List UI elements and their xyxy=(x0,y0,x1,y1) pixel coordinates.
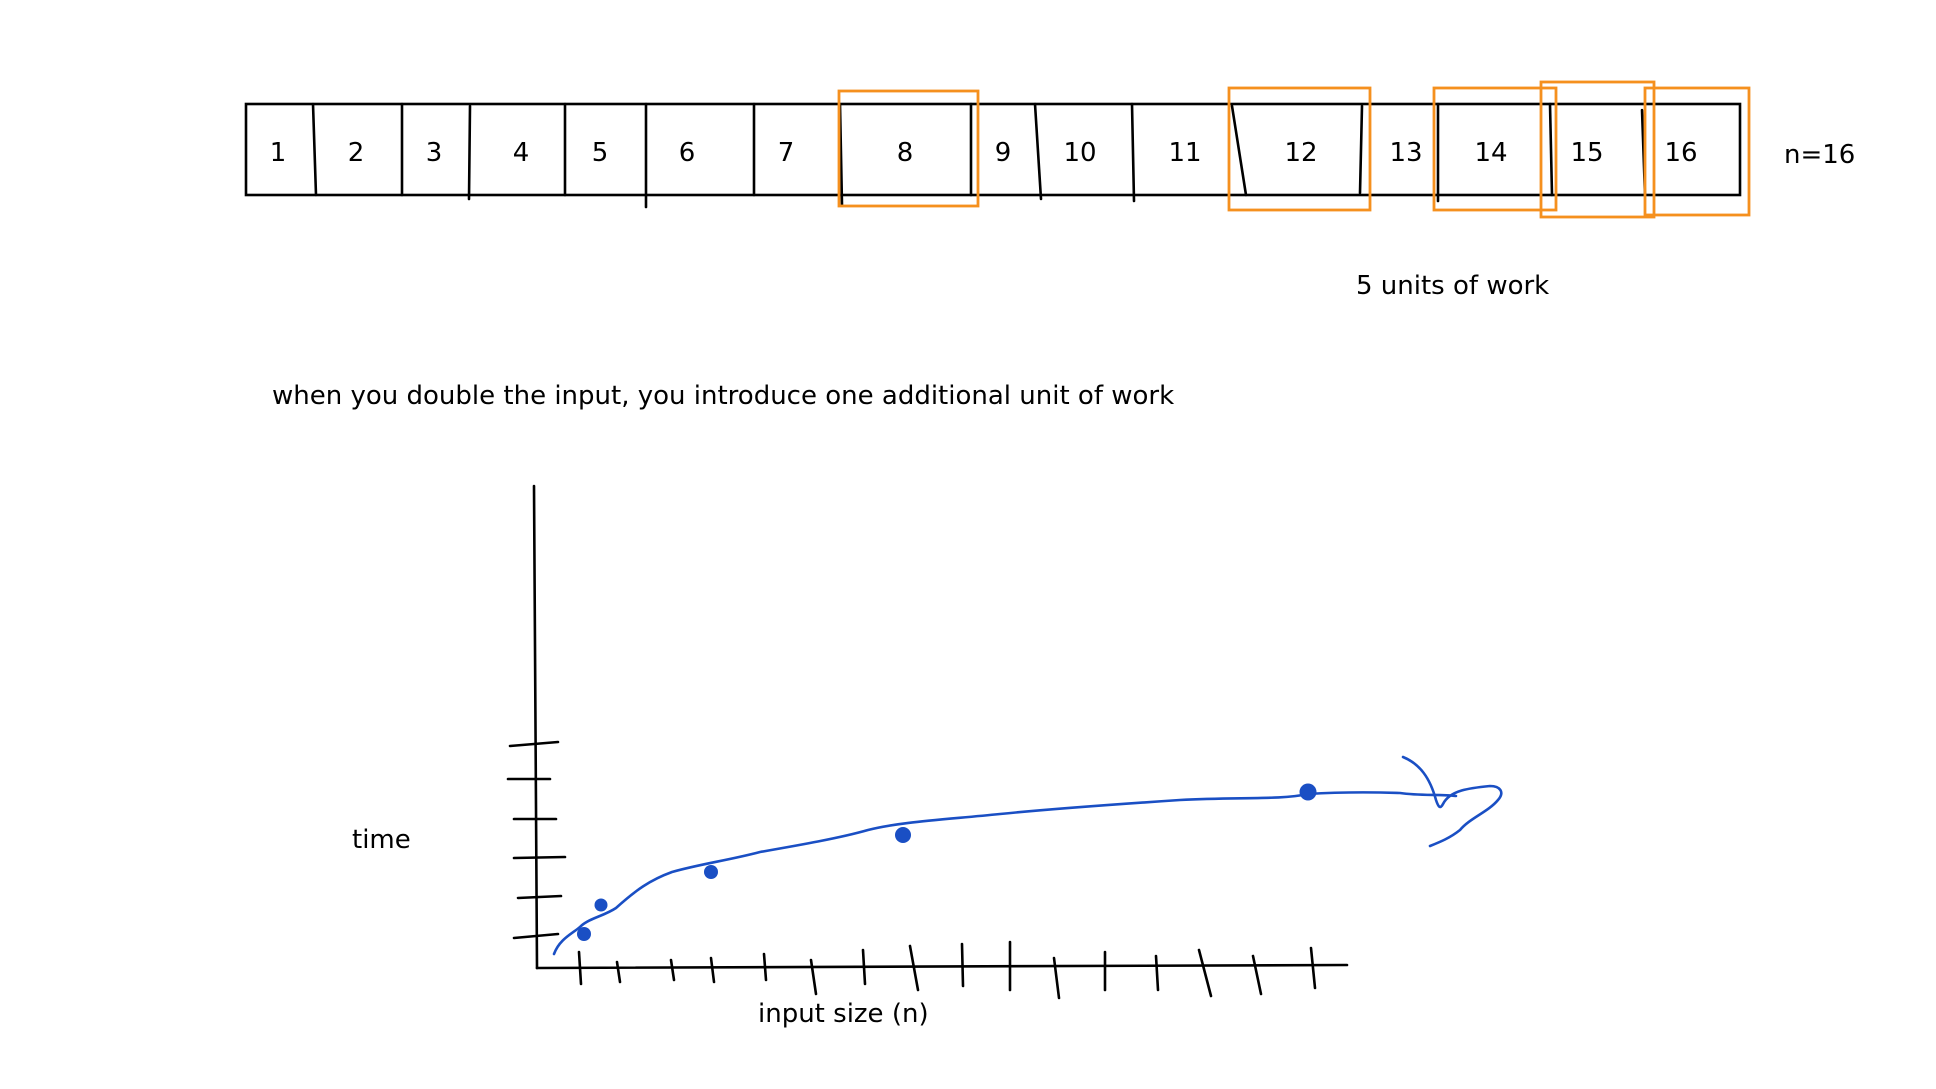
cell-label: 13 xyxy=(1389,138,1422,168)
highlight-box-cell-8 xyxy=(837,89,980,208)
x-tick xyxy=(908,944,920,992)
y-axis-label: time xyxy=(352,825,411,855)
y-tick xyxy=(512,855,567,860)
cell-label: 2 xyxy=(348,138,365,168)
cell-divider xyxy=(1130,102,1136,203)
x-axis xyxy=(535,963,1349,970)
cell-divider xyxy=(467,104,472,201)
cell-label: 12 xyxy=(1284,138,1317,168)
highlight-box-cell-12 xyxy=(1227,86,1372,212)
cell-label: 9 xyxy=(995,138,1012,168)
curve-arrowhead xyxy=(1401,755,1503,848)
x-tick xyxy=(1251,954,1263,996)
x-tick xyxy=(1197,948,1213,998)
x-axis-label: input size (n) xyxy=(758,999,929,1029)
cell-label: 15 xyxy=(1570,138,1603,168)
growth-curve xyxy=(552,791,1458,956)
data-point xyxy=(594,898,608,912)
growth-graph: time input size (n) xyxy=(352,484,1503,1029)
cell-label: 7 xyxy=(778,138,795,168)
x-tick xyxy=(1154,954,1160,992)
x-tick xyxy=(809,958,818,996)
cell-divider xyxy=(1230,104,1248,197)
data-point xyxy=(577,927,591,941)
data-point xyxy=(895,827,911,843)
highlight-box-cell-16 xyxy=(1643,86,1751,217)
y-tick xyxy=(508,740,560,748)
cell-divider xyxy=(1548,102,1554,197)
data-point xyxy=(1299,783,1317,801)
work-count-label: 5 units of work xyxy=(1356,271,1549,301)
array-size-label: n=16 xyxy=(1784,140,1855,170)
cell-label: 5 xyxy=(592,138,609,168)
y-tick xyxy=(512,932,560,940)
x-tick xyxy=(669,958,676,982)
cell-divider xyxy=(1358,104,1364,195)
x-tick xyxy=(861,948,867,986)
cell-label: 6 xyxy=(679,138,696,168)
x-tick xyxy=(577,950,583,986)
explanation-text: when you double the input, you introduce… xyxy=(272,381,1174,411)
array-strip: 1 2 3 4 5 6 7 8 9 10 11 12 13 14 15 16 xyxy=(244,102,1742,209)
cell-label: 1 xyxy=(270,138,287,168)
cell-label: 10 xyxy=(1063,138,1096,168)
array-outline xyxy=(244,102,1742,197)
cell-label: 8 xyxy=(897,138,914,168)
cell-label: 4 xyxy=(513,138,530,168)
cell-label: 14 xyxy=(1474,138,1507,168)
data-point xyxy=(704,865,718,879)
cell-divider xyxy=(311,102,318,197)
x-tick xyxy=(709,956,716,984)
x-tick xyxy=(762,952,768,982)
x-tick xyxy=(1309,946,1317,990)
x-tick xyxy=(1052,956,1061,1000)
cell-label: 11 xyxy=(1168,138,1201,168)
y-tick xyxy=(516,894,563,900)
x-tick xyxy=(960,942,965,988)
y-axis xyxy=(532,484,539,970)
highlight-boxes xyxy=(837,80,1751,219)
highlight-box-cell-15 xyxy=(1539,80,1656,219)
cell-divider xyxy=(1033,102,1043,201)
cell-label: 16 xyxy=(1664,138,1697,168)
x-tick xyxy=(615,960,622,984)
cell-label: 3 xyxy=(426,138,443,168)
highlight-box-cell-14 xyxy=(1432,86,1558,212)
